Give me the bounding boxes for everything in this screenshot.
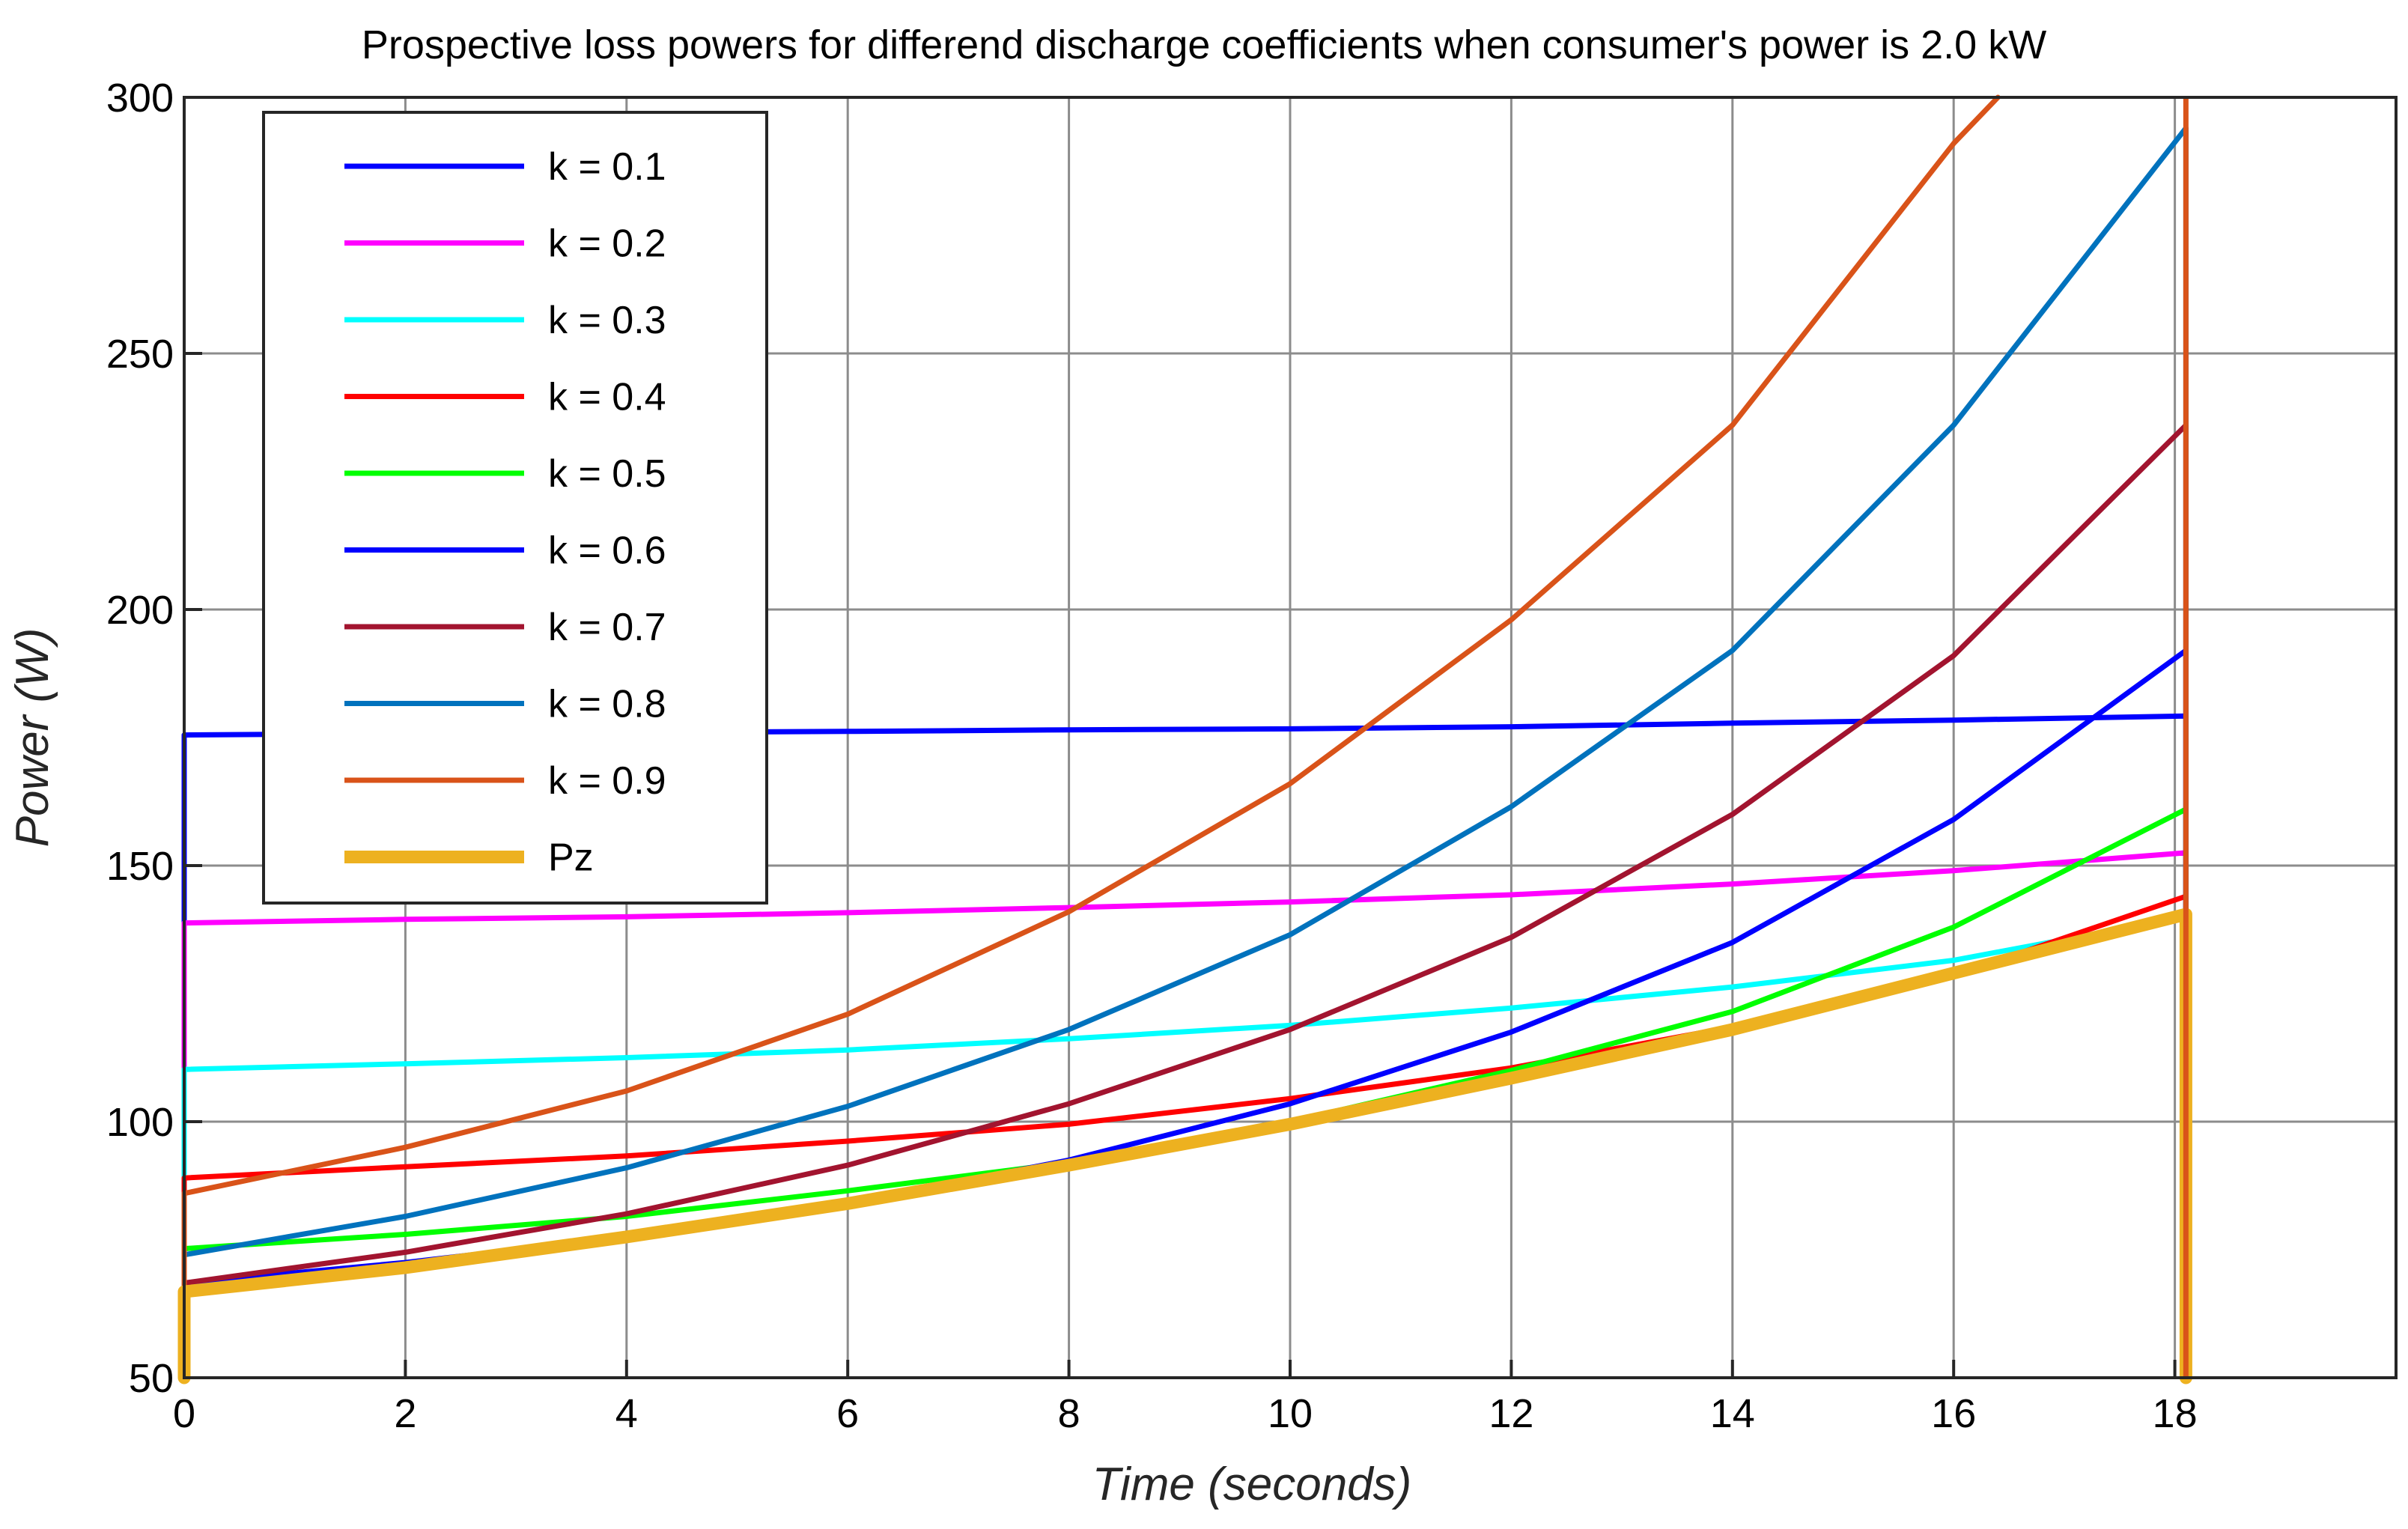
series-group <box>177 94 2192 1384</box>
x-tick-label-8: 8 <box>1058 1391 1080 1436</box>
x-tick-label-4: 4 <box>615 1391 638 1436</box>
series-line-2 <box>181 914 2189 1381</box>
series-line-8 <box>181 94 2001 1381</box>
series-line-9 <box>177 908 2192 1384</box>
axis-ticks: 0 2 4 6 8 10 12 14 16 18 50 100 150 200 250 300 <box>106 76 2198 1436</box>
x-tick-label-14: 14 <box>1710 1391 1755 1436</box>
y-tick-label-200: 200 <box>106 588 174 633</box>
chart-title: Prospective loss powers for differend di… <box>362 22 2046 67</box>
y-tick-label-100: 100 <box>106 1100 174 1145</box>
x-tick-label-6: 6 <box>836 1391 859 1436</box>
legend-label-8: k = 0.9 <box>548 759 666 803</box>
series-line-7 <box>181 125 2189 1381</box>
y-tick-label-50: 50 <box>129 1356 174 1401</box>
legend-box <box>262 111 768 905</box>
x-tick-label-16: 16 <box>1931 1391 1976 1436</box>
y-tick-label-150: 150 <box>106 844 174 889</box>
x-tick-label-12: 12 <box>1489 1391 1533 1436</box>
legend-label-1: k = 0.2 <box>548 222 666 266</box>
legend-label-9: Pz <box>548 836 594 880</box>
legend-label-4: k = 0.5 <box>548 452 666 496</box>
legend: k = 0.1 k = 0.2 k = 0.3 k = 0.4 k = 0.5 k = 0… <box>262 111 768 905</box>
x-tick-label-18: 18 <box>2153 1391 2198 1436</box>
series-line-6 <box>181 422 2189 1381</box>
legend-label-2: k = 0.3 <box>548 299 666 342</box>
y-tick-label-250: 250 <box>106 332 174 377</box>
legend-label-0: k = 0.1 <box>548 145 666 189</box>
series-line-1 <box>181 850 2189 1381</box>
legend-label-7: k = 0.8 <box>548 683 666 726</box>
x-axis-label: Time (seconds) <box>1092 1459 1412 1510</box>
y-tick-label-300: 300 <box>106 76 174 121</box>
legend-label-3: k = 0.4 <box>548 376 666 419</box>
x-tick-label-0: 0 <box>173 1391 195 1436</box>
x-tick-label-2: 2 <box>394 1391 416 1436</box>
x-tick-label-10: 10 <box>1268 1391 1313 1436</box>
y-axis-label: Power (W) <box>7 628 58 848</box>
legend-label-6: k = 0.7 <box>548 606 666 649</box>
legend-label-5: k = 0.6 <box>548 529 666 573</box>
